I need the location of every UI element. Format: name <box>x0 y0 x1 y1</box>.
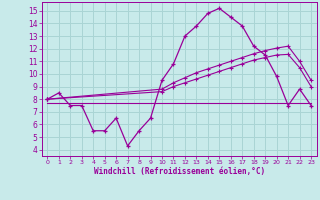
X-axis label: Windchill (Refroidissement éolien,°C): Windchill (Refroidissement éolien,°C) <box>94 167 265 176</box>
